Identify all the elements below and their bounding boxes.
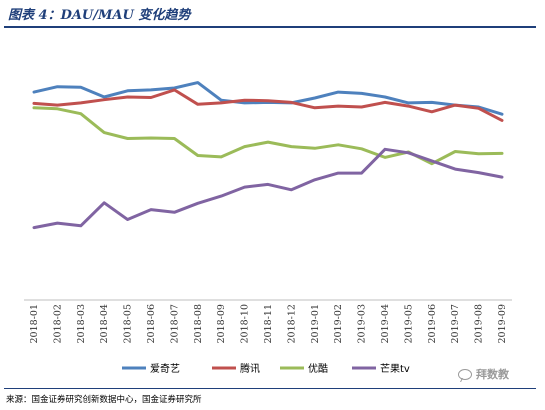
x-tick-label: 2019-04: [380, 304, 391, 343]
x-tick-label: 2018-12: [286, 304, 297, 343]
legend: 爱奇艺 腾讯 优酷 芒果tv: [122, 362, 410, 375]
x-tick-label: 2019-01: [310, 304, 321, 343]
series-line-1: [32, 88, 504, 122]
series-lines: [32, 81, 504, 230]
series-line-0: [32, 81, 504, 116]
x-tick-label: 2019-09: [497, 304, 508, 343]
x-tick-label: 2018-06: [146, 304, 157, 343]
watermark-text: 拜数教: [476, 368, 509, 381]
source-divider: [4, 388, 536, 389]
x-tick-label: 2018-03: [76, 304, 87, 343]
legend-label-3: 芒果tv: [380, 362, 410, 375]
legend-label-1: 腾讯: [240, 362, 260, 375]
x-tick-label: 2019-07: [450, 304, 461, 343]
x-tick-label: 2018-02: [52, 304, 63, 343]
x-tick-label: 2018-09: [216, 304, 227, 343]
legend-label-0: 爱奇艺: [150, 362, 180, 375]
x-tick-label: 2019-05: [403, 304, 414, 343]
title-divider: [4, 26, 536, 28]
x-tick-label: 2019-06: [427, 304, 438, 343]
series-line-3: [32, 147, 504, 230]
legend-label-2: 优酷: [308, 362, 328, 375]
x-tick-label: 2018-10: [240, 304, 251, 343]
x-tick-label: 2018-08: [193, 304, 204, 343]
x-tick-label: 2018-07: [169, 304, 180, 343]
wechat-icon: [458, 368, 472, 380]
watermark: 拜数教: [458, 366, 509, 382]
x-tick-label: 2019-02: [333, 304, 344, 343]
x-tick-labels: 2018-01 2018-02 2018-03 2018-04 2018-05 2018-…: [29, 304, 508, 343]
page-title: 图表 4：DAU/MAU 变化趋势: [8, 8, 191, 23]
x-tick-label: 2018-04: [99, 304, 110, 343]
x-tick-label: 2018-11: [263, 304, 274, 343]
source-note: 来源：国金证券研究创新数据中心，国金证券研究所: [6, 395, 202, 405]
x-tick-label: 2018-05: [123, 304, 134, 343]
x-tick-label: 2019-08: [474, 304, 485, 343]
x-tick-label: 2018-01: [29, 304, 40, 343]
series-line-2: [32, 106, 504, 166]
x-tick-label: 2019-03: [357, 304, 368, 343]
